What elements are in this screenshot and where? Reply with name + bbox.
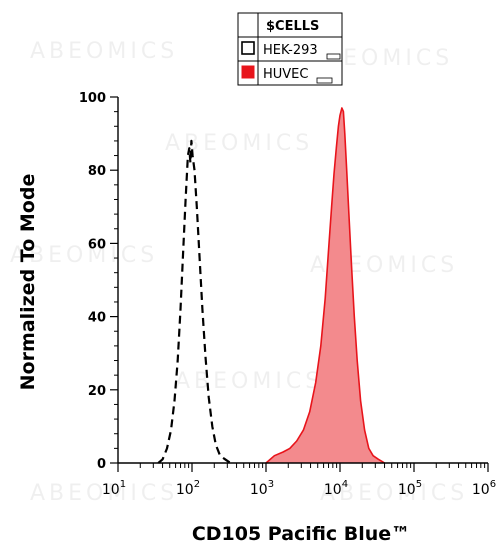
watermark-layer: ABEOMICS ABEOMICS ABEOMICS ABEOMICS ABEOMICS… (10, 39, 468, 506)
watermark-text: ABEOMICS (30, 39, 178, 64)
x-tick-label: 102 (176, 479, 200, 498)
x-tick-label: 103 (250, 479, 274, 498)
series-layer (157, 107, 386, 464)
series-line-huvec (265, 107, 386, 464)
legend-swatch-huvec (241, 65, 255, 79)
legend-label-hek293: HEK-293 (263, 43, 318, 58)
watermark-text: ABEOMICS (10, 243, 158, 268)
axes-layer: 0 20 40 60 80 100 101 102 103 104 105 106 (79, 91, 496, 498)
series-line-hek293 (157, 139, 232, 464)
legend-marker (316, 77, 333, 84)
legend-label-huvec: HUVEC (263, 67, 308, 82)
watermark-text: ABEOMICS (320, 481, 468, 506)
watermark-text: ABEOMICS (30, 481, 178, 506)
y-tick-label: 40 (88, 311, 106, 326)
legend: $CELLS HEK-293 HUVEC (237, 12, 343, 86)
legend-header: $CELLS (266, 19, 319, 34)
x-tick-label: 104 (324, 479, 348, 498)
y-tick-label: 0 (97, 457, 106, 472)
x-tick-label: 106 (472, 479, 496, 498)
legend-box (237, 12, 343, 86)
x-axis-title: CD105 Pacific Blue™ (192, 523, 410, 545)
y-tick-label: 100 (79, 91, 106, 106)
x-tick-label: 101 (102, 479, 126, 498)
y-tick-label: 60 (88, 237, 106, 252)
watermark-text: ABEOMICS (165, 131, 313, 156)
y-tick-label: 80 (88, 164, 106, 179)
legend-marker (326, 53, 341, 60)
legend-swatch-hek293 (241, 41, 255, 55)
x-tick-label: 105 (398, 479, 422, 498)
watermark-text: ABEOMICS (175, 369, 323, 394)
y-axis-title: Normalized To Mode (17, 174, 39, 391)
y-tick-label: 20 (88, 384, 106, 399)
series-area-huvec (266, 108, 385, 463)
